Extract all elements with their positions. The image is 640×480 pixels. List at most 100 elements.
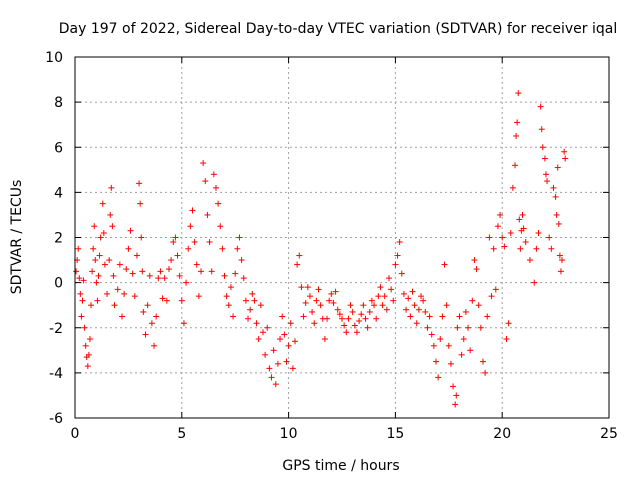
data-point <box>548 245 555 252</box>
data-point <box>559 257 566 264</box>
data-point <box>328 290 335 297</box>
data-point <box>94 297 101 304</box>
data-point <box>396 239 403 246</box>
data-point <box>153 313 160 320</box>
data-point <box>562 155 569 162</box>
data-point <box>79 297 86 304</box>
data-point <box>437 336 444 343</box>
data-point <box>76 275 83 282</box>
data-point <box>217 223 224 230</box>
data-point <box>212 184 219 191</box>
y-tick-label: 0 <box>54 276 63 292</box>
data-point <box>435 374 442 381</box>
data-point <box>341 322 348 329</box>
data-point <box>542 171 549 178</box>
data-point <box>377 284 384 291</box>
data-point <box>339 315 345 322</box>
data-point <box>526 257 533 264</box>
y-tick-label: -6 <box>49 411 63 427</box>
data-series-sdtvar <box>73 90 569 408</box>
data-point <box>204 211 211 218</box>
data-point <box>236 234 243 241</box>
data-point <box>168 257 175 264</box>
data-point <box>268 374 275 381</box>
data-point <box>148 320 155 327</box>
data-point <box>407 313 414 320</box>
data-point <box>371 302 378 309</box>
data-point <box>385 275 392 282</box>
data-point <box>304 284 311 291</box>
data-point <box>221 272 228 279</box>
data-point <box>245 315 252 322</box>
data-point <box>503 336 510 343</box>
data-point <box>200 160 207 167</box>
data-point <box>538 126 545 133</box>
data-point <box>165 266 172 273</box>
y-tick-label: 2 <box>54 231 63 247</box>
data-point <box>486 234 493 241</box>
data-point <box>234 245 241 252</box>
data-point <box>513 132 520 139</box>
data-point <box>515 90 522 97</box>
data-point <box>170 239 177 246</box>
data-point <box>351 322 358 329</box>
data-point <box>539 144 546 151</box>
data-point <box>262 351 269 358</box>
x-tick-label: 25 <box>600 426 618 442</box>
data-point <box>467 347 474 354</box>
data-point <box>368 297 375 304</box>
data-point <box>516 216 523 223</box>
data-point <box>78 313 85 320</box>
data-point <box>172 234 179 241</box>
data-point <box>129 270 136 277</box>
data-point <box>484 313 491 320</box>
data-point <box>366 308 373 315</box>
data-point <box>430 342 437 349</box>
data-point <box>208 268 215 275</box>
data-point <box>302 299 309 306</box>
data-point <box>114 286 121 293</box>
data-point <box>101 261 108 268</box>
data-point <box>379 302 386 309</box>
data-point <box>405 295 412 302</box>
y-tick-label: 8 <box>54 95 63 111</box>
data-point <box>326 297 333 304</box>
grid-lines <box>75 57 609 418</box>
data-point <box>287 320 294 327</box>
data-point <box>139 268 146 275</box>
data-point <box>334 306 341 313</box>
data-point <box>285 342 292 349</box>
data-point <box>454 324 461 331</box>
data-point <box>90 245 97 252</box>
data-point <box>277 336 284 343</box>
data-point <box>251 297 258 304</box>
data-point <box>151 342 158 349</box>
data-point <box>127 227 134 234</box>
data-point <box>343 329 350 336</box>
data-point <box>292 338 299 345</box>
data-point <box>193 261 200 268</box>
data-point <box>136 180 143 187</box>
data-point <box>428 331 435 338</box>
data-point <box>514 119 521 126</box>
data-point <box>473 266 480 273</box>
data-point <box>75 245 82 252</box>
data-point <box>137 200 144 207</box>
y-tick-label: -2 <box>49 321 63 337</box>
x-tick-label: 20 <box>493 426 511 442</box>
data-point <box>381 293 388 300</box>
data-point <box>121 290 128 297</box>
data-point <box>537 103 544 110</box>
data-point <box>475 302 482 309</box>
data-point <box>110 272 117 279</box>
data-point <box>249 290 256 297</box>
data-point <box>512 162 519 169</box>
chart-title: Day 197 of 2022, Sidereal Day-to-day VTE… <box>59 21 617 37</box>
data-point <box>274 360 281 367</box>
data-point <box>118 313 125 320</box>
data-point <box>460 336 467 343</box>
data-point <box>109 223 116 230</box>
data-point <box>494 223 501 230</box>
data-point <box>185 245 192 252</box>
